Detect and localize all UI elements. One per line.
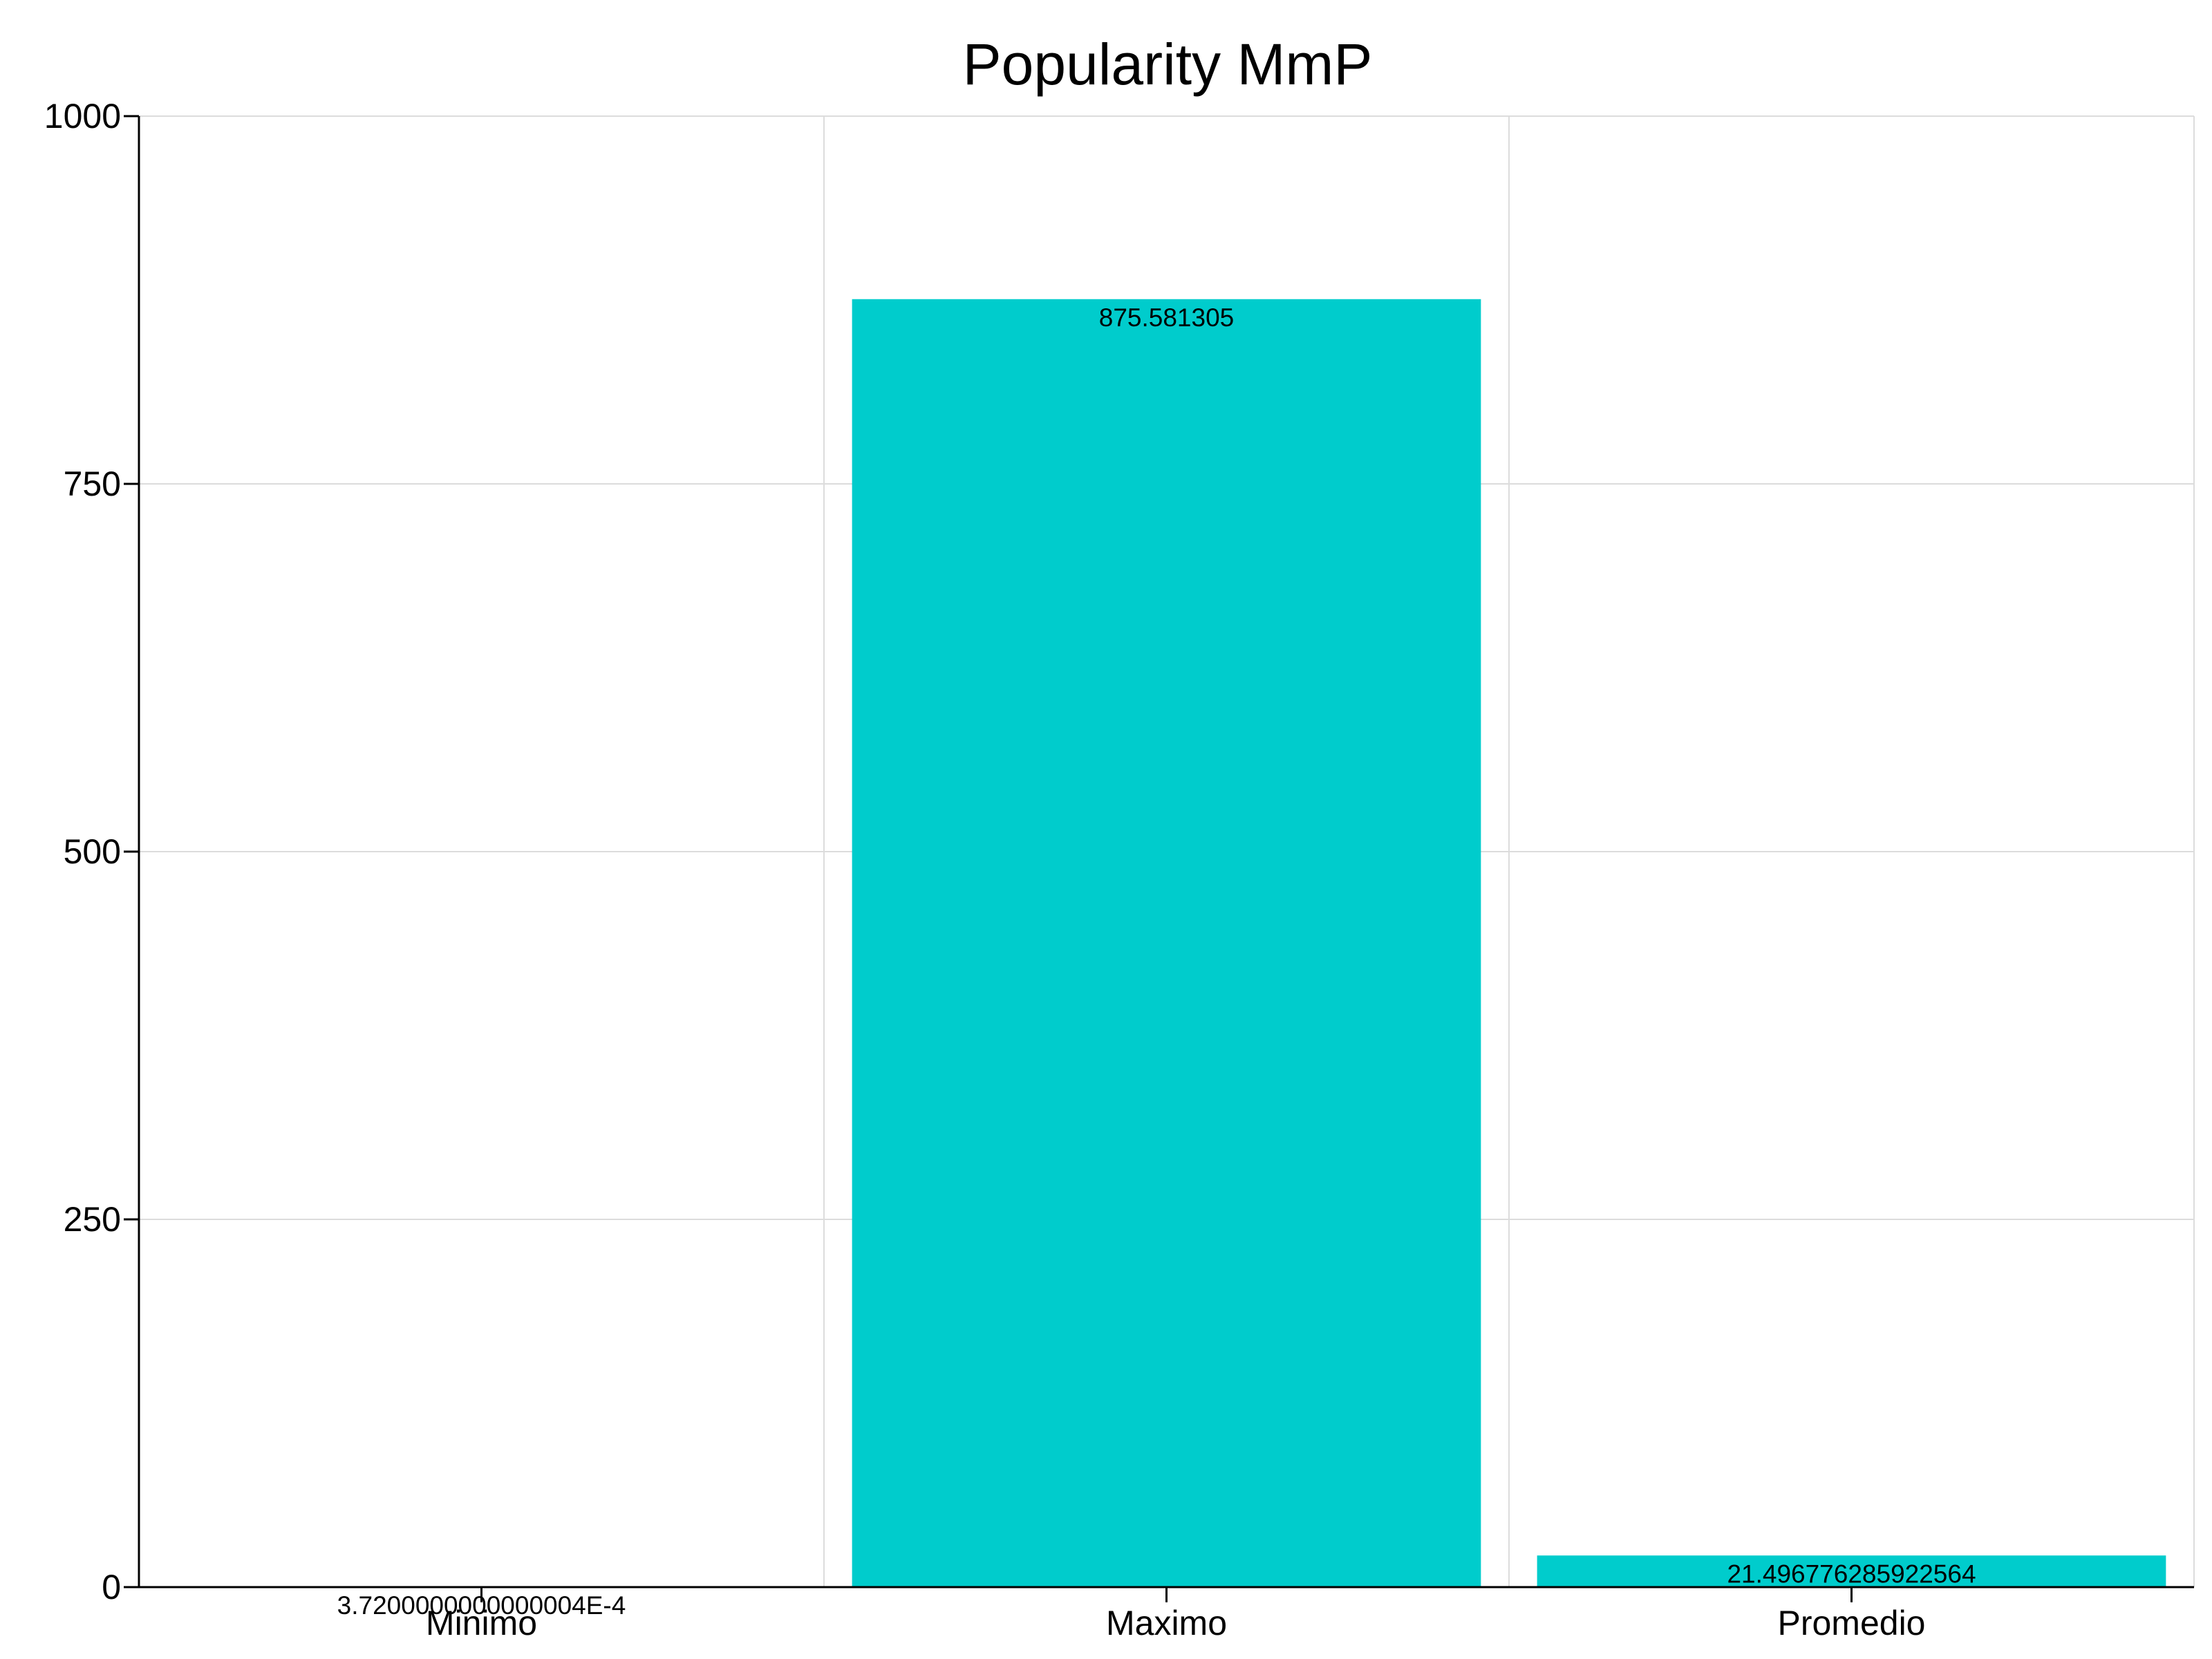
x-tick-label: Promedio <box>1778 1604 1926 1642</box>
data-label: 3.7200000000000004E-4 <box>337 1591 626 1620</box>
y-tick-label: 250 <box>64 1200 121 1239</box>
y-tick-label: 1000 <box>44 97 121 135</box>
x-tick-label: Maximo <box>1106 1604 1227 1642</box>
y-tick-label: 0 <box>102 1568 121 1606</box>
data-labels: 3.7200000000000004E-4 875.581305 21.496776… <box>337 303 1976 1620</box>
y-tick-label: 750 <box>64 465 121 503</box>
bar-promedio <box>1537 1555 2166 1587</box>
data-label: 21.496776285922564 <box>1727 1559 1976 1588</box>
data-label: 875.581305 <box>1099 303 1234 332</box>
chart-title: Popularity MmP <box>963 32 1373 97</box>
y-tick-label: 500 <box>64 832 121 871</box>
bars <box>167 299 2166 1588</box>
x-tick-label: Minimo <box>426 1604 537 1642</box>
bar-maximo <box>852 299 1481 1588</box>
axes: 0 250 500 750 1000 Minimo Maximo Promedio <box>44 97 2194 1642</box>
